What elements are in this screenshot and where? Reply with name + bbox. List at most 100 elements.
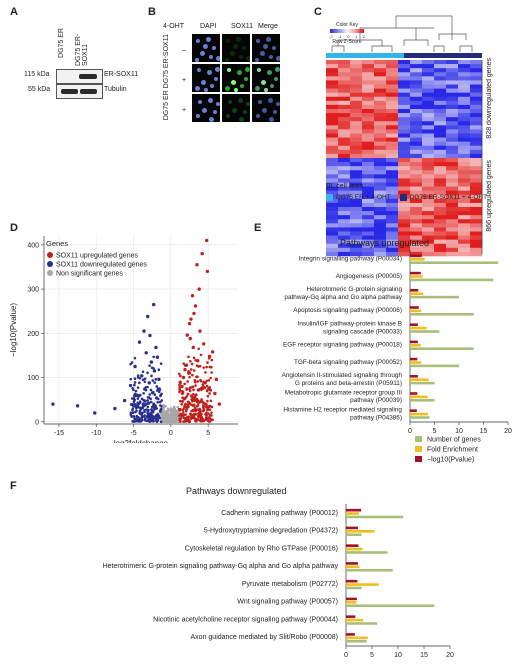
heatmap-cell (374, 202, 387, 208)
heatmap-cell (398, 235, 411, 240)
heatmap-cell (470, 198, 483, 204)
heatmap-cell (434, 64, 447, 69)
data-point (144, 351, 148, 355)
row-group-label: DG75 ER DG75 ER-SOX11 (163, 34, 170, 121)
data-point (187, 371, 191, 375)
heatmap-cell (446, 158, 459, 163)
heatmap-cell (458, 121, 471, 126)
heatmap-cell (446, 190, 459, 196)
point-down-cloud (132, 394, 136, 397)
heatmap-cell (386, 149, 399, 155)
heatmap-cell (350, 60, 363, 65)
point-up-cloud (180, 402, 183, 406)
heatmap-cell (350, 137, 363, 142)
heatmap-cell (434, 137, 447, 142)
heatmap-cell (458, 207, 471, 212)
heatmap-cell (422, 117, 435, 122)
heatmap-cell (362, 198, 375, 204)
heatmap-cell (458, 215, 471, 220)
data-point (152, 369, 157, 373)
heatmap-cell (434, 68, 447, 73)
micro-image (252, 94, 280, 122)
bar (346, 551, 388, 554)
heatmap-cell (410, 104, 423, 110)
heatmap-cell (410, 153, 423, 159)
color-key-gradient (330, 29, 364, 33)
point-nonsig-cloud (164, 404, 167, 408)
heatmap-cell (386, 72, 399, 77)
heatmap-cell (350, 239, 363, 245)
heatmap-cell (470, 60, 483, 65)
heatmap-cell (446, 92, 459, 98)
heatmap-cell (458, 133, 471, 138)
micro-image (192, 34, 220, 62)
point-down-cloud (158, 410, 162, 413)
heatmap-cell (326, 145, 339, 151)
heatmap-cell (338, 174, 351, 179)
heatmap-cell (386, 117, 399, 122)
heatmap-cell (374, 84, 387, 89)
panel-e-label: E (254, 222, 262, 234)
volcano-plot: -15-10-5050100200300400log2foldchange−lo… (9, 236, 238, 443)
heatmap-cell (386, 153, 399, 159)
heatmap-cell (338, 239, 351, 245)
point-up-cloud (181, 390, 185, 394)
heatmap-cell (338, 72, 351, 77)
heatmap-cell (350, 251, 363, 257)
heatmap-cell (470, 174, 483, 179)
legend-label: Number of genes (427, 437, 481, 444)
heatmap-cell (458, 227, 471, 232)
heatmap-cell (446, 96, 459, 102)
heatmap-cell (362, 190, 375, 196)
x-tick-label: -10 (91, 430, 101, 437)
heatmap-cell (326, 211, 339, 216)
heatmap-cell (422, 190, 435, 196)
bar (410, 289, 419, 292)
point-up-cloud (177, 372, 181, 376)
heatmap-cell (398, 153, 411, 159)
data-point (197, 287, 201, 291)
point-up-cloud (202, 402, 206, 406)
heatmap-cell (434, 129, 447, 134)
heatmap-cell (326, 76, 339, 81)
point-down-cloud (131, 411, 135, 415)
data-point (193, 304, 198, 308)
legend-label: Fold Enrichment (427, 447, 478, 454)
heatmap-cell (410, 247, 423, 253)
heatmap-cell (338, 104, 351, 110)
point-down-cloud (131, 420, 134, 423)
point-down-cloud (152, 355, 155, 359)
bar (410, 381, 435, 385)
y-tick-label: 400 (27, 242, 39, 249)
point-down-cloud (132, 400, 136, 404)
color-key-title: Color Key (336, 22, 358, 28)
heatmap-cell (470, 243, 483, 249)
heatmap-cell (386, 76, 399, 81)
col-header-dapi: DAPI (200, 23, 217, 30)
heatmap-cell (362, 239, 375, 245)
cell-nucleus (207, 70, 212, 75)
heatmap-cell (410, 170, 423, 175)
heatmap-cell (374, 227, 387, 232)
heatmap-cell (374, 153, 387, 159)
bar (346, 579, 358, 583)
heatmap-cell (422, 182, 435, 187)
data-point (51, 402, 55, 406)
heatmap-cell (410, 198, 423, 204)
heatmap-cell (386, 145, 399, 151)
cell-nucleus (198, 100, 202, 104)
heatmap-cell (458, 125, 471, 130)
heatmap-cell (446, 170, 459, 175)
heatmap-cell (374, 121, 387, 126)
point-down-cloud (138, 401, 142, 404)
bar (346, 615, 356, 618)
cell-nucleus (225, 58, 229, 62)
bar (410, 395, 428, 399)
heatmap-cell (374, 80, 387, 85)
point-down-cloud (147, 396, 151, 399)
point-up-cloud (197, 412, 200, 415)
point-up-cloud (198, 364, 202, 368)
point-down-cloud (133, 383, 136, 387)
point-up-cloud (184, 408, 188, 412)
point-up-cloud (205, 403, 208, 406)
